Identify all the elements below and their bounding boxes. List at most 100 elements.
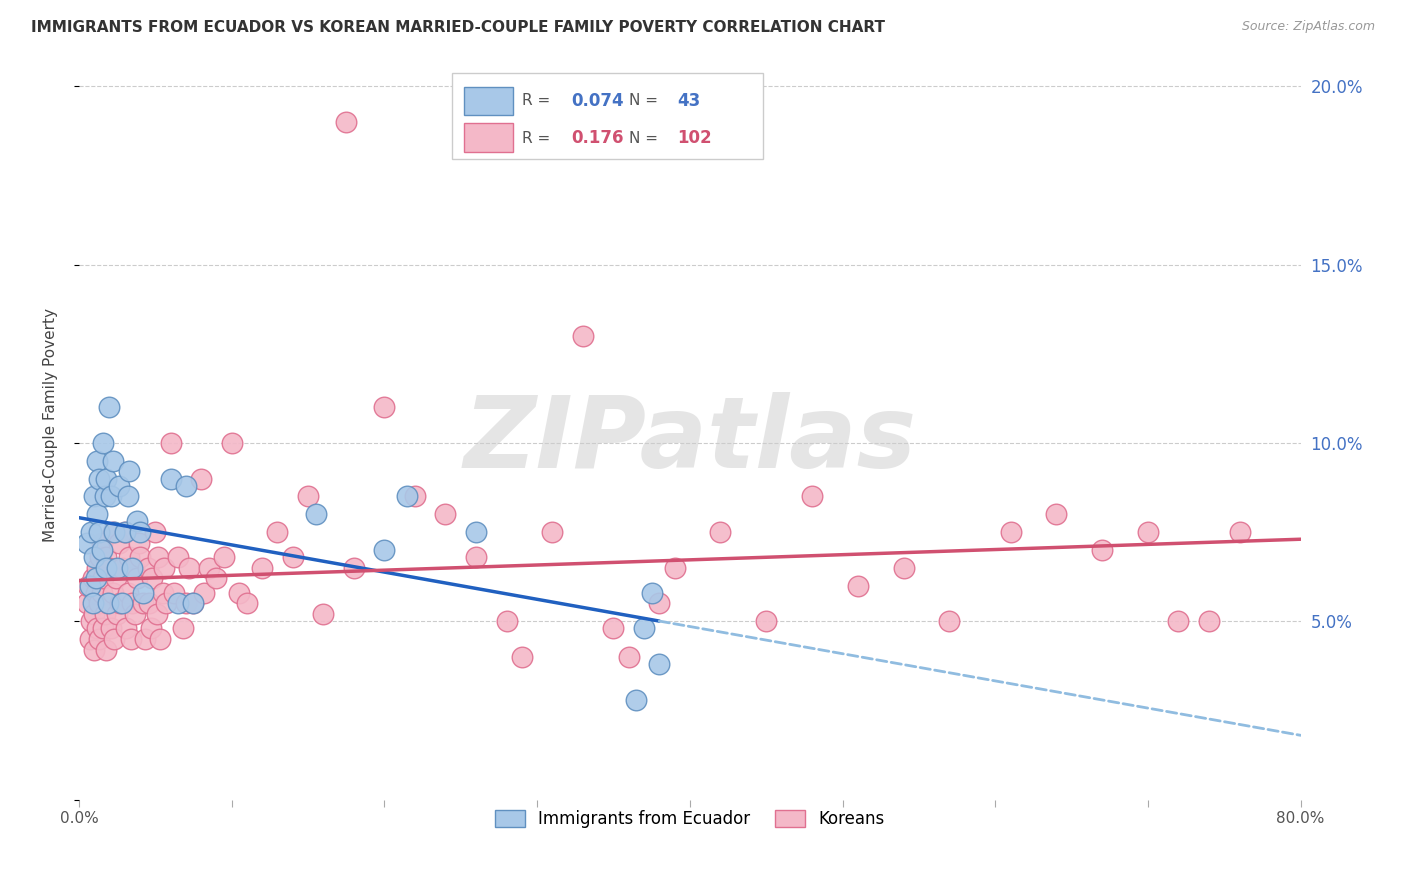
Text: ZIPatlas: ZIPatlas — [463, 392, 917, 489]
Point — [648, 657, 671, 671]
Point — [86, 560, 108, 574]
Point — [94, 490, 117, 504]
Point — [205, 571, 228, 585]
Point — [76, 535, 98, 549]
Point — [76, 596, 98, 610]
Point — [281, 549, 304, 564]
Point — [89, 549, 111, 564]
Point — [893, 560, 915, 574]
Point — [77, 578, 100, 592]
Point — [343, 560, 366, 574]
Point — [1229, 525, 1251, 540]
Point — [228, 585, 250, 599]
Point — [107, 535, 129, 549]
Point — [90, 535, 112, 549]
Point — [139, 621, 162, 635]
Point — [146, 607, 169, 621]
Point — [193, 585, 215, 599]
Point — [80, 525, 103, 540]
Point — [125, 571, 148, 585]
Point — [117, 490, 139, 504]
Point — [87, 472, 110, 486]
Point — [93, 436, 115, 450]
Point — [172, 621, 194, 635]
Text: 43: 43 — [678, 92, 700, 110]
Point — [183, 596, 205, 610]
Point — [1136, 525, 1159, 540]
Point — [129, 549, 152, 564]
Point — [1198, 614, 1220, 628]
FancyBboxPatch shape — [464, 123, 513, 152]
Point — [183, 596, 205, 610]
Point — [114, 525, 136, 540]
Point — [87, 525, 110, 540]
Point — [96, 472, 118, 486]
Point — [121, 560, 143, 574]
Point — [152, 585, 174, 599]
Point — [103, 525, 125, 540]
Point — [404, 490, 426, 504]
Text: 0.074: 0.074 — [571, 92, 624, 110]
Point — [86, 621, 108, 635]
FancyBboxPatch shape — [451, 73, 763, 160]
Point — [510, 649, 533, 664]
Point — [138, 596, 160, 610]
Point — [148, 549, 170, 564]
Point — [1091, 542, 1114, 557]
Point — [159, 472, 181, 486]
Point — [155, 596, 177, 610]
Point — [141, 571, 163, 585]
Point — [174, 479, 197, 493]
Point — [465, 549, 488, 564]
Point — [129, 525, 152, 540]
Point — [938, 614, 960, 628]
Point — [90, 585, 112, 599]
Point — [236, 596, 259, 610]
Point — [495, 614, 517, 628]
Point — [104, 571, 127, 585]
Point — [167, 549, 190, 564]
Point — [373, 401, 395, 415]
Point — [266, 525, 288, 540]
Point — [122, 560, 145, 574]
Point — [100, 490, 122, 504]
Point — [159, 436, 181, 450]
Point — [83, 607, 105, 621]
Legend: Immigrants from Ecuador, Koreans: Immigrants from Ecuador, Koreans — [486, 801, 893, 836]
Point — [648, 596, 671, 610]
Point — [101, 525, 124, 540]
Text: N =: N = — [628, 94, 662, 108]
Point — [86, 508, 108, 522]
Point — [98, 560, 121, 574]
Point — [305, 508, 328, 522]
Text: R =: R = — [523, 131, 555, 145]
Point — [312, 607, 335, 621]
Point — [79, 632, 101, 646]
Point — [143, 525, 166, 540]
Point — [617, 649, 640, 664]
Point — [1167, 614, 1189, 628]
Point — [115, 621, 138, 635]
Point — [373, 542, 395, 557]
Point — [84, 571, 107, 585]
Point — [134, 632, 156, 646]
Point — [84, 585, 107, 599]
Point — [128, 535, 150, 549]
Point — [664, 560, 686, 574]
Point — [132, 585, 155, 599]
Point — [801, 490, 824, 504]
Point — [117, 585, 139, 599]
Point — [101, 585, 124, 599]
Point — [96, 642, 118, 657]
Point — [80, 614, 103, 628]
Text: N =: N = — [628, 131, 662, 145]
Point — [572, 329, 595, 343]
Point — [162, 585, 184, 599]
Point — [118, 549, 141, 564]
Text: 102: 102 — [678, 129, 713, 147]
Point — [755, 614, 778, 628]
Point — [93, 621, 115, 635]
Point — [297, 490, 319, 504]
Point — [120, 632, 142, 646]
Point — [105, 607, 128, 621]
